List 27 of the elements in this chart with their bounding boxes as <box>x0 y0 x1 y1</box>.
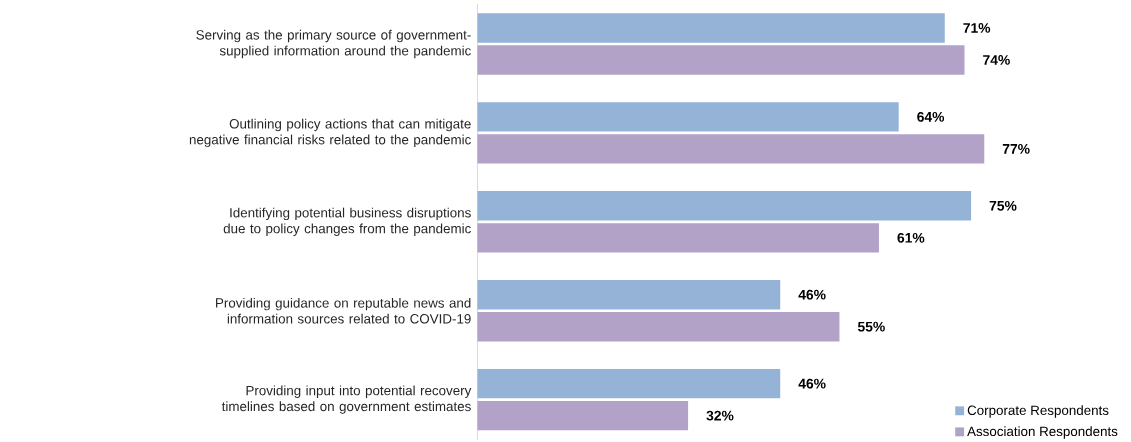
data-label: 61% <box>897 233 925 243</box>
bar <box>477 102 899 132</box>
data-label: 32% <box>706 410 734 421</box>
bar <box>477 45 965 75</box>
data-label: 71% <box>963 23 991 34</box>
data-label: 46% <box>798 289 826 300</box>
data-label: 55% <box>857 322 885 332</box>
bar <box>477 312 840 342</box>
y-tick-label: Serving as the primary source of government-supplied information around the pandemic <box>196 30 471 59</box>
y-tick-label: Providing input into potential recovery timelines based on government estimates <box>221 385 472 414</box>
legend-label: Corporate Respondents <box>967 405 1109 418</box>
bar <box>477 280 781 310</box>
bar <box>477 191 972 221</box>
data-label: 46% <box>798 378 826 389</box>
y-tick-label: Outlining policy actions that can mitigate negative financial risks related to the pandemic <box>189 118 471 148</box>
legend-label: Association Respondents <box>967 426 1118 439</box>
y-tick-label: Identifying potential business disruptions due to policy changes from the pandemic <box>223 207 471 237</box>
bar <box>477 13 945 43</box>
bar <box>477 134 985 164</box>
bar <box>477 401 689 431</box>
bar <box>477 369 781 399</box>
data-label: 74% <box>983 55 1010 66</box>
data-label: 75% <box>989 201 1017 211</box>
y-tick-label: Providing guidance on reputable news and information sources related to COVID-19 <box>216 298 471 324</box>
data-label: 77% <box>1002 144 1030 154</box>
data-label: 64% <box>917 112 945 122</box>
bar <box>477 223 879 253</box>
